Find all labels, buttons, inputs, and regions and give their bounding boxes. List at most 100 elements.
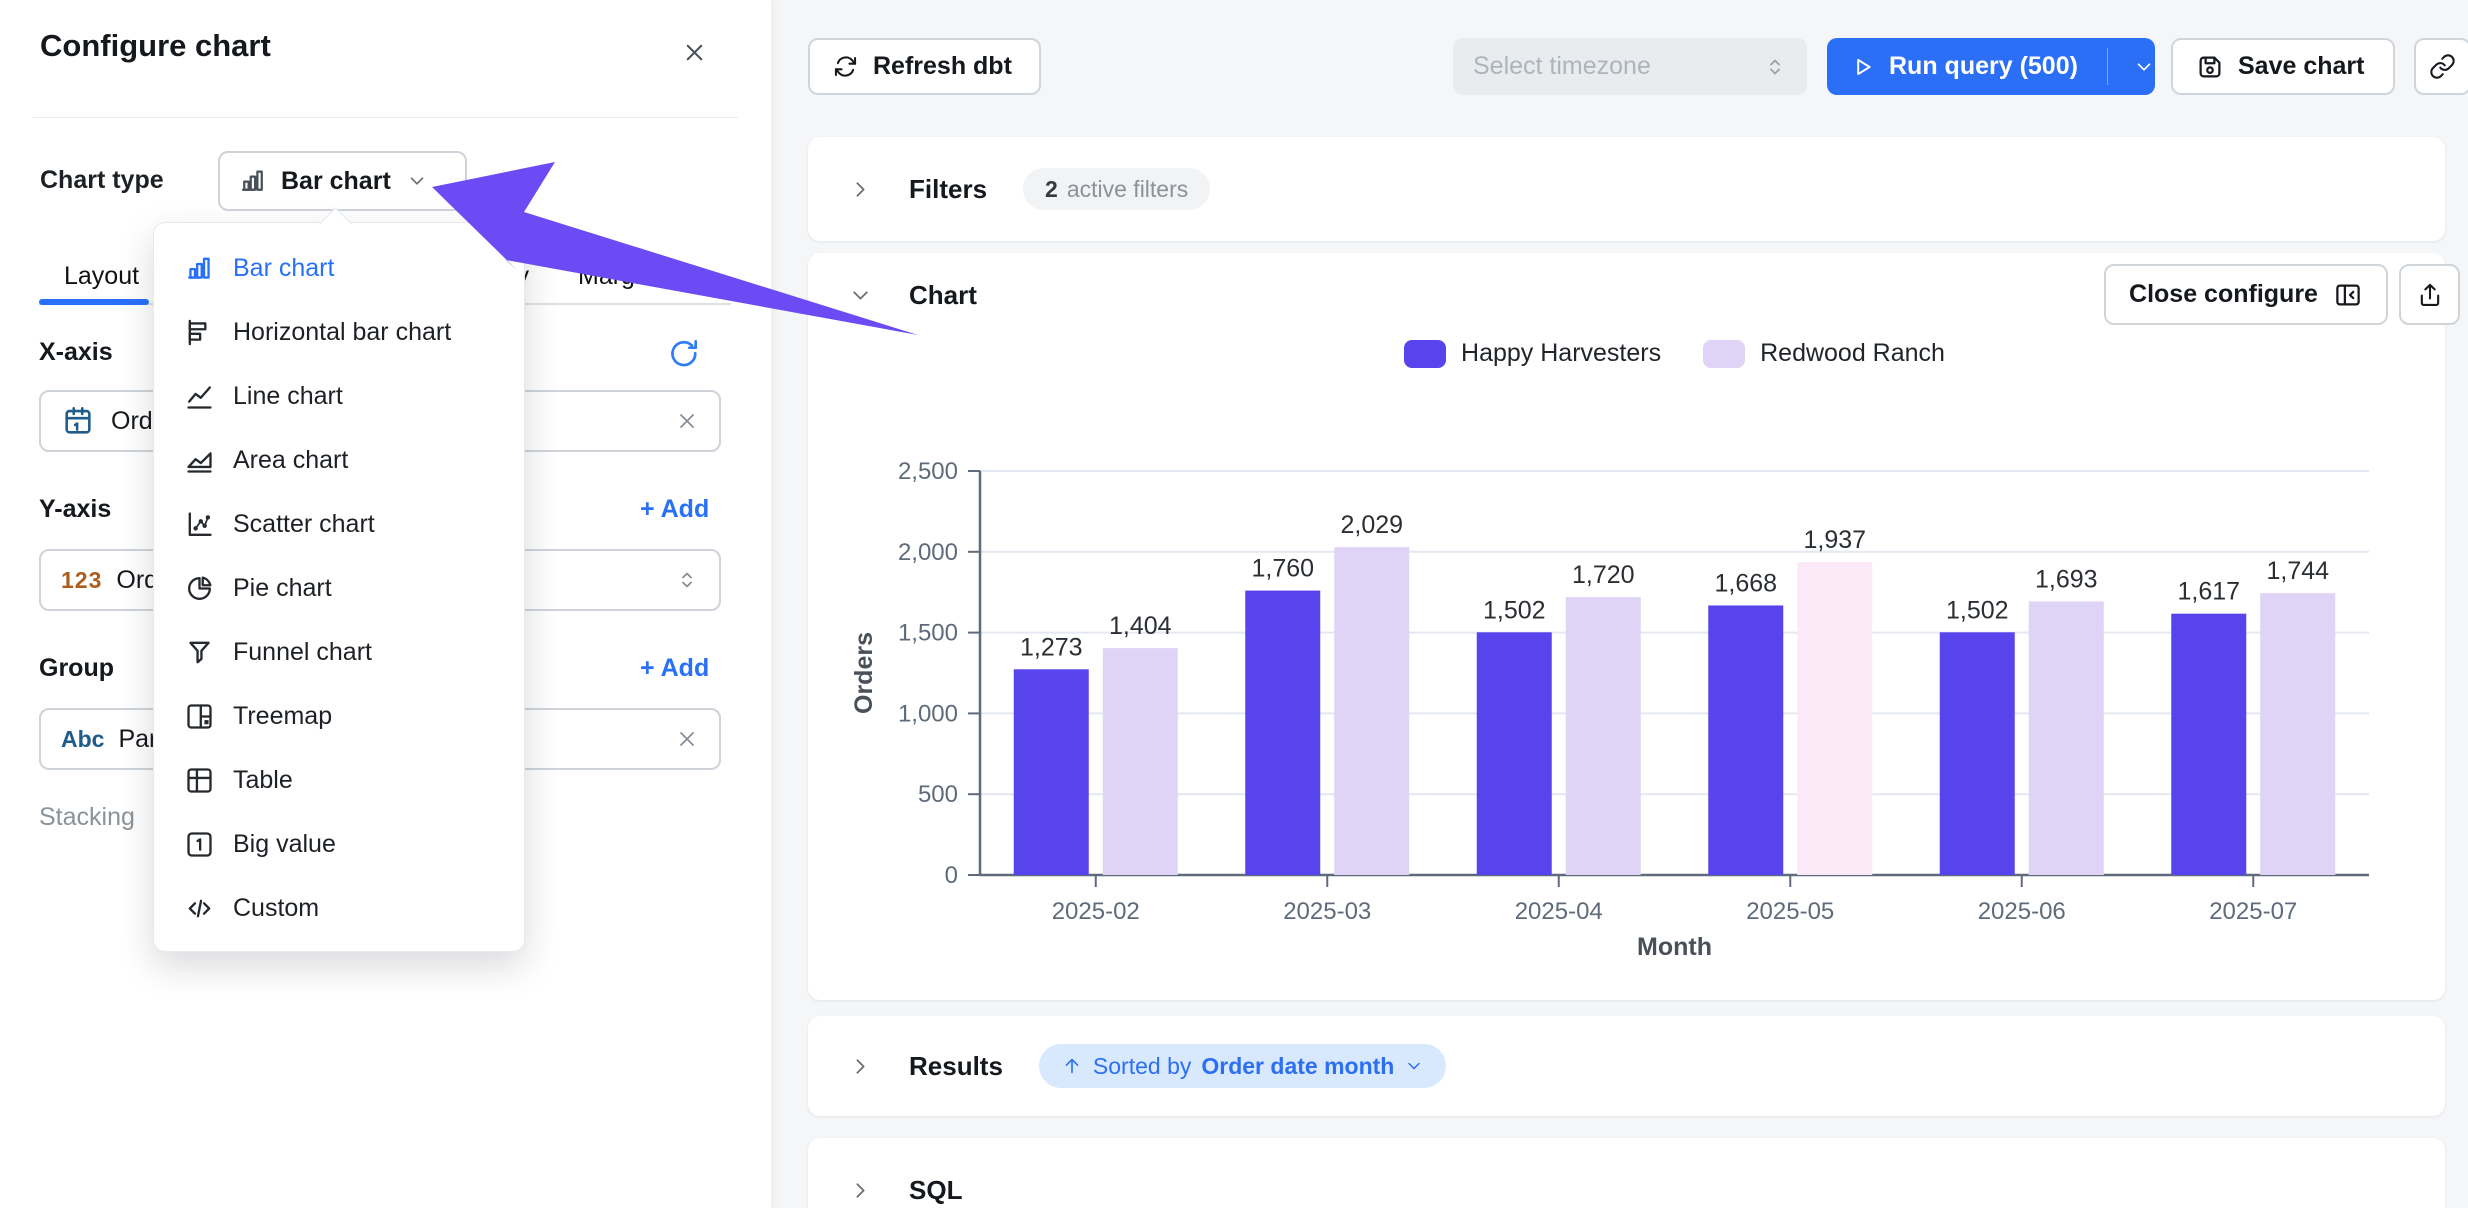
save-chart-label: Save chart: [2238, 52, 2365, 80]
sql-section[interactable]: SQL: [808, 1138, 2445, 1208]
refresh-icon: [832, 53, 859, 80]
bar-chart-icon: [184, 253, 215, 284]
tab-layout[interactable]: Layout: [64, 262, 140, 290]
bar-value-label: 1,273: [1020, 633, 1083, 661]
arrow-up-icon: [1061, 1055, 1083, 1077]
menu-item-label: Custom: [233, 893, 320, 922]
y-tick-label: 2,500: [898, 458, 958, 485]
menu-item-scatter-chart[interactable]: Scatter chart: [154, 492, 524, 556]
legend-label: Redwood Ranch: [1760, 339, 1945, 367]
menu-item-label: Big value: [233, 829, 336, 858]
legend-label: Happy Harvesters: [1461, 339, 1662, 367]
bar-value-label: 2,029: [1340, 511, 1403, 539]
stacking-label: Stacking: [39, 803, 135, 831]
bar-2025-02-happy-harvesters[interactable]: [1013, 669, 1089, 875]
menu-item-custom[interactable]: Custom: [154, 876, 524, 940]
chart-type-value: Bar chart: [281, 166, 391, 195]
save-chart-button[interactable]: Save chart: [2171, 38, 2395, 95]
add-group-button[interactable]: + Add: [640, 654, 710, 682]
menu-item-treemap[interactable]: Treemap: [154, 684, 524, 748]
menu-item-label: Scatter chart: [233, 509, 375, 538]
menu-item-line-chart[interactable]: Line chart: [154, 364, 524, 428]
menu-item-funnel-chart[interactable]: Funnel chart: [154, 620, 524, 684]
custom-icon: [184, 893, 215, 924]
copy-link-button[interactable]: [2414, 38, 2468, 95]
clear-x-axis-icon[interactable]: [675, 409, 699, 433]
y-tick-label: 1,000: [898, 700, 958, 727]
save-icon: [2195, 52, 2225, 82]
run-query-options-button[interactable]: [2120, 38, 2168, 95]
filters-section[interactable]: Filters 2 active filters: [808, 137, 2445, 241]
run-query-button[interactable]: Run query (500): [1827, 38, 2155, 95]
x-axis-title: Month: [1637, 933, 1712, 961]
number-123-icon: 123: [61, 566, 103, 593]
sorted-by-pill[interactable]: Sorted by Order date month: [1038, 1044, 1447, 1088]
collapse-panel-icon: [2333, 280, 2363, 310]
bar-2025-02-redwood-ranch[interactable]: [1102, 648, 1178, 875]
menu-item-label: Horizontal bar chart: [233, 317, 452, 346]
menu-item-horizontal-bar-chart[interactable]: Horizontal bar chart: [154, 300, 524, 364]
x-axis-label: X-axis: [39, 338, 113, 366]
menu-item-label: Line chart: [233, 381, 343, 410]
share-icon: [2416, 281, 2444, 309]
funnel-chart-icon: [184, 637, 215, 668]
filters-title: Filters: [909, 173, 988, 204]
chart-title: Chart: [909, 280, 977, 310]
bar-2025-03-happy-harvesters[interactable]: [1245, 590, 1321, 875]
bar-2025-04-redwood-ranch[interactable]: [1565, 597, 1641, 875]
menu-item-bar-chart[interactable]: Bar chart: [154, 236, 524, 300]
legend-item[interactable]: Happy Harvesters: [1404, 339, 1661, 368]
divider: [33, 117, 738, 118]
x-tick-label: 2025-03: [1283, 898, 1371, 925]
menu-item-label: Pie chart: [233, 573, 332, 602]
chevron-up-down-icon[interactable]: [675, 568, 699, 592]
results-section[interactable]: Results Sorted by Order date month: [808, 1016, 2445, 1116]
menu-item-area-chart[interactable]: Area chart: [154, 428, 524, 492]
menu-item-label: Bar chart: [233, 253, 335, 282]
abc-icon: Abc: [61, 725, 105, 752]
chevron-down-icon: [406, 170, 428, 192]
close-configure-button[interactable]: Close configure: [2104, 264, 2388, 325]
y-tick-label: 0: [945, 862, 958, 889]
x-tick-label: 2025-07: [2209, 898, 2297, 925]
bar-2025-05-happy-harvesters[interactable]: [1708, 605, 1784, 875]
filters-count: 2: [1045, 175, 1058, 202]
chevron-down-icon: [1404, 1056, 1424, 1076]
line-chart-icon: [184, 381, 215, 412]
y-tick-label: 2,000: [898, 539, 958, 566]
y-axis-label: Y-axis: [39, 495, 112, 523]
bar-2025-06-redwood-ranch[interactable]: [2028, 601, 2104, 875]
y-tick-label: 500: [918, 781, 958, 808]
bar-value-label: 1,502: [1483, 596, 1546, 624]
chart-legend: Happy Harvesters Redwood Ranch: [980, 339, 2369, 368]
bar-2025-04-happy-harvesters[interactable]: [1476, 632, 1552, 875]
add-y-axis-button[interactable]: + Add: [640, 495, 710, 523]
bar-2025-07-redwood-ranch[interactable]: [2260, 593, 2336, 875]
clear-group-icon[interactable]: [675, 727, 699, 751]
refresh-x-axis-icon[interactable]: [666, 336, 702, 372]
legend-item[interactable]: Redwood Ranch: [1703, 339, 1945, 368]
big-value-icon: [184, 829, 215, 860]
export-chart-button[interactable]: [2399, 264, 2460, 325]
sorted-field: Order date month: [1201, 1052, 1395, 1079]
bar-2025-07-happy-harvesters[interactable]: [2171, 613, 2247, 875]
bar-2025-03-redwood-ranch[interactable]: [1334, 547, 1410, 875]
chevron-right-icon[interactable]: [848, 1178, 873, 1203]
menu-item-big-value[interactable]: Big value: [154, 812, 524, 876]
menu-item-pie-chart[interactable]: Pie chart: [154, 556, 524, 620]
chevron-right-icon[interactable]: [848, 1054, 873, 1079]
timezone-select[interactable]: Select timezone: [1453, 38, 1807, 95]
close-panel-button[interactable]: [672, 30, 716, 74]
treemap-icon: [184, 701, 215, 732]
chart-type-dropdown[interactable]: Bar chart: [218, 151, 467, 211]
chevron-right-icon[interactable]: [848, 177, 873, 202]
scatter-chart-icon: [184, 509, 215, 540]
chart-type-menu: Bar chart Horizontal bar chart Line chart A…: [153, 222, 525, 952]
menu-item-table[interactable]: Table: [154, 748, 524, 812]
horizontal-bar-chart-icon: [184, 317, 215, 348]
tab-margins[interactable]: Margins: [578, 262, 667, 290]
bar-2025-05-redwood-ranch[interactable]: [1797, 561, 1873, 875]
refresh-dbt-button[interactable]: Refresh dbt: [808, 38, 1041, 95]
bar-2025-06-happy-harvesters[interactable]: [1939, 632, 2015, 875]
